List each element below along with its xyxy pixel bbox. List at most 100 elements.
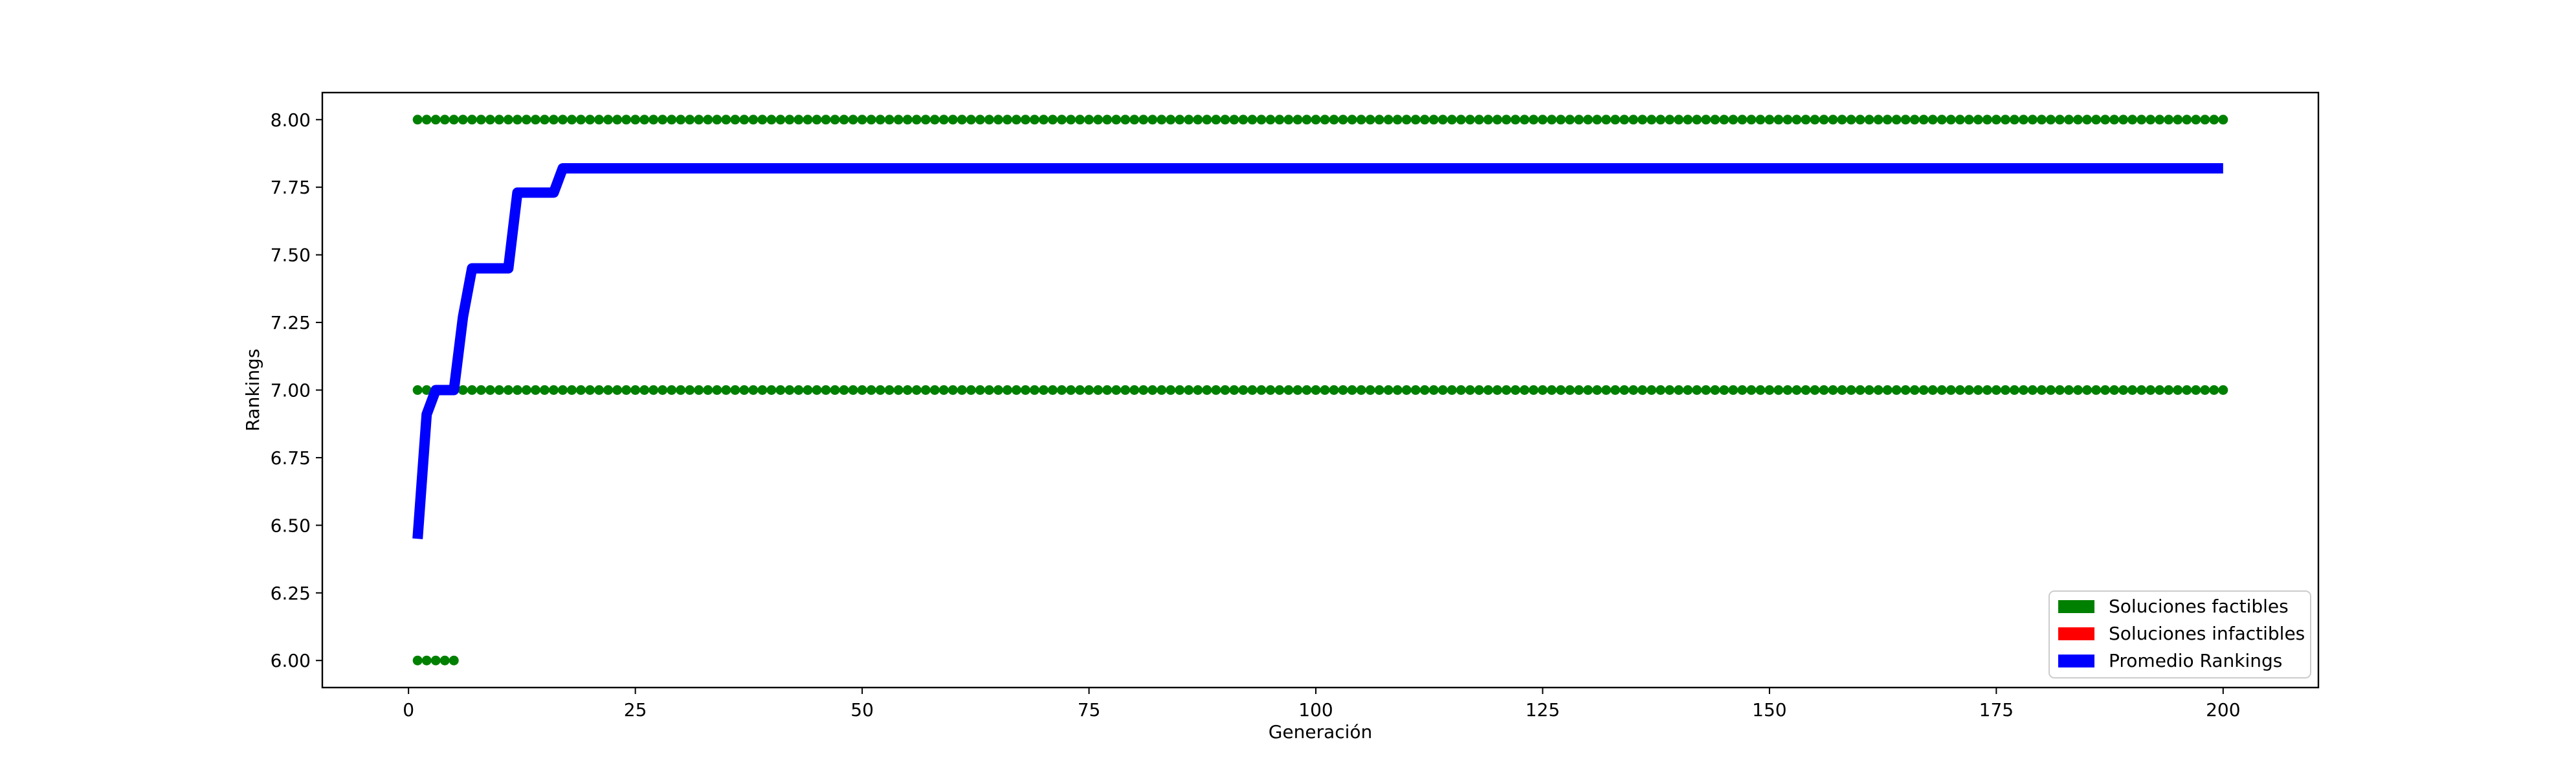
scatter-point bbox=[1293, 115, 1303, 125]
scatter-point bbox=[1129, 115, 1140, 125]
scatter-point bbox=[1120, 115, 1131, 125]
scatter-point bbox=[2009, 115, 2019, 125]
scatter-point bbox=[2109, 115, 2120, 125]
scatter-point bbox=[1410, 385, 1421, 395]
scatter-point bbox=[1628, 115, 1639, 125]
scatter-point bbox=[730, 385, 740, 395]
scatter-point bbox=[430, 115, 441, 125]
scatter-point bbox=[1220, 115, 1230, 125]
scatter-point bbox=[1329, 115, 1339, 125]
scatter-point bbox=[467, 115, 477, 125]
scatter-point bbox=[857, 385, 867, 395]
scatter-point bbox=[467, 385, 477, 395]
scatter-point bbox=[639, 385, 650, 395]
scatter-point bbox=[893, 115, 904, 125]
scatter-point bbox=[911, 385, 922, 395]
scatter-point bbox=[1900, 115, 1911, 125]
scatter-point bbox=[1918, 385, 1929, 395]
scatter-point bbox=[1293, 385, 1303, 395]
scatter-point bbox=[521, 385, 531, 395]
scatter-point bbox=[1483, 385, 1493, 395]
scatter-point bbox=[884, 115, 894, 125]
scatter-point bbox=[848, 385, 858, 395]
scatter-point bbox=[1519, 385, 1529, 395]
scatter-point bbox=[1565, 115, 1575, 125]
scatter-point bbox=[784, 115, 795, 125]
scatter-point bbox=[1229, 385, 1239, 395]
scatter-point bbox=[821, 115, 831, 125]
scatter-point bbox=[929, 385, 940, 395]
scatter-point bbox=[1483, 115, 1493, 125]
y-tick-label: 7.00 bbox=[271, 380, 311, 401]
scatter-point bbox=[2164, 115, 2174, 125]
x-tick-label: 175 bbox=[1979, 699, 2014, 721]
scatter-point bbox=[1891, 385, 1902, 395]
scatter-point bbox=[1256, 115, 1267, 125]
scatter-point bbox=[712, 385, 722, 395]
scatter-point bbox=[866, 115, 876, 125]
scatter-point bbox=[1374, 385, 1384, 395]
scatter-point bbox=[1837, 115, 1847, 125]
scatter-point bbox=[1574, 115, 1584, 125]
x-tick-label: 75 bbox=[1078, 699, 1101, 721]
scatter-point bbox=[938, 385, 949, 395]
legend-swatch-infactibles bbox=[2058, 627, 2094, 640]
scatter-point bbox=[1311, 385, 1321, 395]
scatter-point bbox=[1456, 115, 1466, 125]
scatter-point bbox=[2100, 385, 2111, 395]
legend-frame bbox=[2049, 590, 2311, 678]
scatter-point bbox=[1737, 115, 1748, 125]
scatter-point bbox=[2127, 385, 2138, 395]
scatter-point bbox=[1410, 115, 1421, 125]
scatter-point bbox=[1265, 115, 1276, 125]
scatter-point bbox=[649, 385, 659, 395]
scatter-point bbox=[1438, 115, 1448, 125]
scatter-point bbox=[667, 115, 677, 125]
scatter-point bbox=[1202, 115, 1212, 125]
scatter-point bbox=[1792, 385, 1802, 395]
scatter-point bbox=[1628, 385, 1639, 395]
scatter-point bbox=[839, 385, 849, 395]
scatter-point bbox=[775, 385, 786, 395]
scatter-point bbox=[567, 115, 577, 125]
legend-swatch-promedio bbox=[2058, 655, 2094, 667]
scatter-point bbox=[2137, 115, 2147, 125]
scatter-point bbox=[1311, 115, 1321, 125]
scatter-point bbox=[2146, 385, 2156, 395]
scatter-point bbox=[1764, 385, 1775, 395]
scatter-point bbox=[1837, 385, 1847, 395]
y-tick-label: 7.75 bbox=[271, 177, 311, 198]
x-tick-label: 50 bbox=[850, 699, 874, 721]
x-tick-label: 25 bbox=[624, 699, 647, 721]
scatter-point bbox=[530, 115, 540, 125]
scatter-point bbox=[2218, 115, 2228, 125]
scatter-point bbox=[1674, 115, 1684, 125]
x-tick-label: 150 bbox=[1752, 699, 1786, 721]
legend-label-factibles: Soluciones factibles bbox=[2109, 596, 2289, 617]
legend-label-infactibles: Soluciones infactibles bbox=[2109, 623, 2305, 644]
scatter-point bbox=[757, 385, 768, 395]
scatter-point bbox=[1066, 115, 1076, 125]
scatter-point bbox=[1247, 385, 1258, 395]
scatter-point bbox=[2182, 385, 2192, 395]
y-tick-label: 6.50 bbox=[271, 515, 311, 536]
scatter-point bbox=[1792, 115, 1802, 125]
scatter-point bbox=[512, 115, 522, 125]
scatter-point bbox=[830, 385, 840, 395]
scatter-point bbox=[1029, 385, 1039, 395]
x-tick-label: 125 bbox=[1526, 699, 1560, 721]
scatter-point bbox=[1900, 385, 1911, 395]
scatter-point bbox=[476, 385, 486, 395]
scatter-point bbox=[439, 115, 450, 125]
scatter-point bbox=[1365, 115, 1375, 125]
scatter-point bbox=[1474, 115, 1484, 125]
scatter-point bbox=[2200, 385, 2210, 395]
scatter-point bbox=[1274, 385, 1285, 395]
scatter-point bbox=[1601, 115, 1612, 125]
scatter-point bbox=[1157, 115, 1167, 125]
scatter-point bbox=[1428, 115, 1439, 125]
scatter-point bbox=[1638, 115, 1648, 125]
scatter-point bbox=[993, 115, 1003, 125]
scatter-point bbox=[1592, 115, 1603, 125]
scatter-point bbox=[412, 655, 423, 666]
